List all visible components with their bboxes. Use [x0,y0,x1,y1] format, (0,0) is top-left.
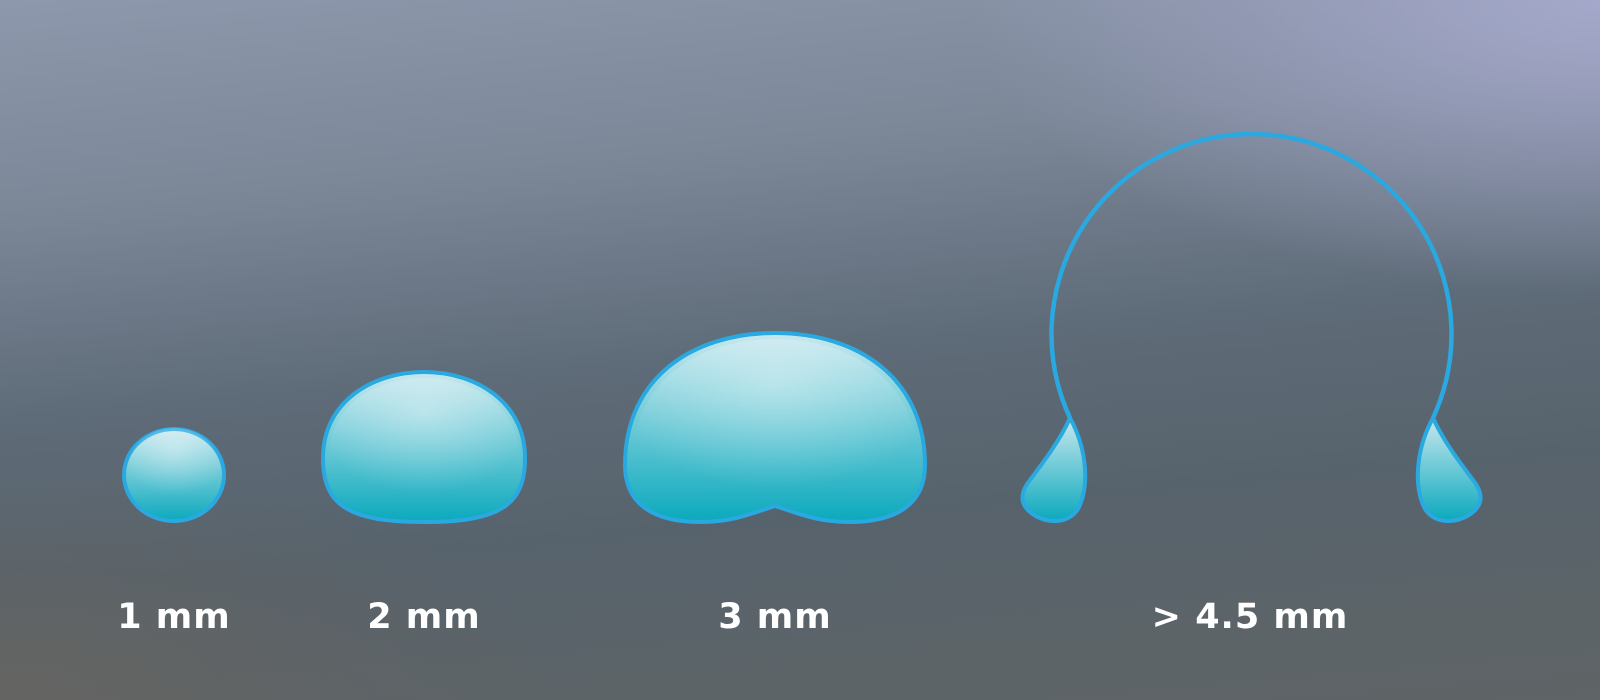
label-1mm: 1 mm [117,597,231,637]
drop-4_5mm-shape [1020,131,1483,524]
label-4_5mm: > 4.5 mm [1151,597,1349,637]
drop-2mm-shape [320,369,528,525]
drop-3mm-shape [622,330,928,525]
label-2mm: 2 mm [367,597,481,637]
label-3mm: 3 mm [718,597,832,637]
drop-1mm-shape [122,427,226,523]
